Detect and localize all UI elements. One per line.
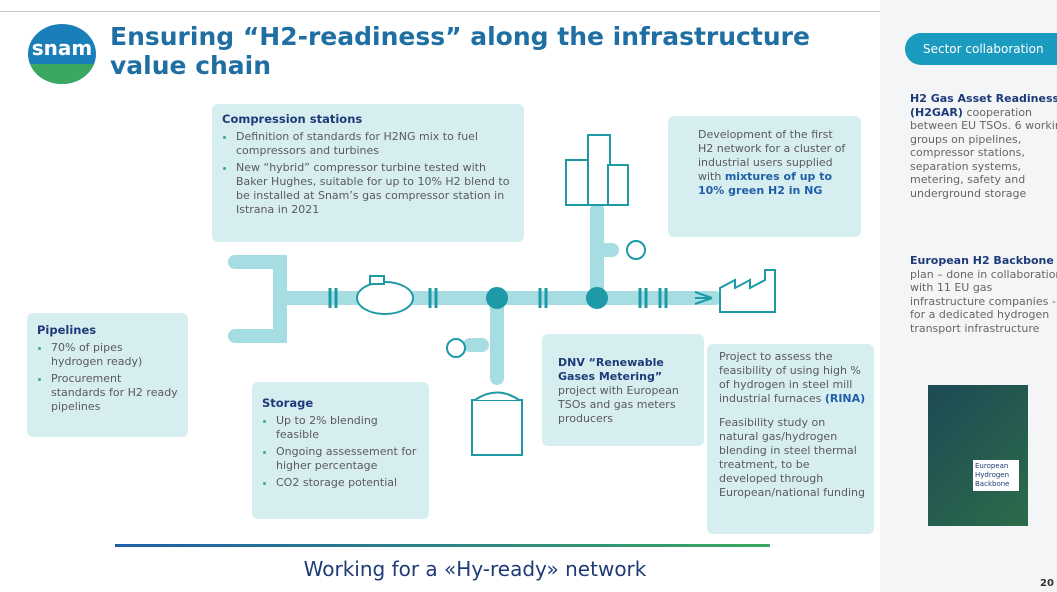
logo-text: snam — [31, 36, 93, 60]
logo: snam — [28, 24, 96, 84]
bold-text: H2 Gas Asset Readiness (H2GAR) — [910, 92, 1057, 119]
book-title: European Hydrogen Backbone — [973, 460, 1019, 491]
text: Project to assess the feasibility of usi… — [719, 350, 861, 405]
footer-rule — [115, 544, 770, 547]
para: Feasibility study on natural gas/hydroge… — [719, 416, 865, 499]
bullet: CO2 storage potential — [276, 476, 419, 490]
bullet: 70% of pipes hydrogen ready) — [51, 341, 178, 369]
page-number: 20 — [1040, 578, 1054, 589]
text: Development of the first H2 network for … — [698, 128, 846, 183]
pipeline-diagram — [228, 134, 776, 456]
text: project with European TSOs and gas meter… — [558, 384, 679, 425]
book-cover: European Hydrogen Backbone — [928, 385, 1028, 526]
bold-text: DNV “Renewable Gases Metering” — [558, 356, 664, 383]
logo-green — [28, 64, 96, 84]
text: cooperation between EU TSOs. 6 working g… — [910, 105, 1057, 200]
text: plan – done in collaboration with 11 EU … — [910, 267, 1057, 335]
bullets: Definition of standards for H2NG mix to … — [222, 130, 514, 217]
title: Ensuring “H2-readiness” along the infras… — [110, 22, 810, 80]
heading: Storage — [262, 396, 314, 410]
bullets: Up to 2% blending feasible Ongoing asses… — [262, 414, 419, 490]
bold-text: (RINA) — [824, 392, 866, 405]
footer: Working for a «Hy-ready» network — [303, 557, 647, 581]
bullets: 70% of pipes hydrogen ready) Procurement… — [37, 341, 178, 414]
bullet: Procurement standards for H2 ready pipel… — [51, 372, 178, 414]
bullet: Definition of standards for H2NG mix to … — [236, 130, 514, 158]
sidebar-item: European H2 Backbone plan – done in coll… — [910, 254, 1057, 335]
compression-box: Compression stations Definition of stand… — [212, 104, 524, 242]
bullet: New “hybrid” compressor turbine tested w… — [236, 161, 514, 217]
storage-box: Storage Up to 2% blending feasible Ongoi… — [252, 382, 429, 519]
pipelines-box: Pipelines 70% of pipes hydrogen ready) P… — [27, 313, 188, 437]
icons — [356, 134, 776, 456]
dnv-box: DNV “Renewable Gases Metering” project w… — [542, 334, 704, 446]
bold-text: European H2 Backbone — [910, 254, 1054, 267]
network-box: Development of the first H2 network for … — [668, 116, 861, 237]
top-rule — [0, 11, 880, 12]
bullet: Up to 2% blending feasible — [276, 414, 419, 442]
heading: Pipelines — [37, 323, 97, 337]
para: Project to assess the feasibility of usi… — [719, 350, 866, 406]
steel-box: Project to assess the feasibility of usi… — [707, 344, 874, 534]
pill: Sector collaboration — [905, 33, 1057, 65]
pipe-joints — [328, 288, 668, 308]
bold-text: mixtures of up to 10% green H2 in NG — [698, 170, 833, 197]
sidebar-item: H2 Gas Asset Readiness (H2GAR) cooperati… — [910, 92, 1057, 200]
heading: Compression stations — [222, 112, 363, 126]
bullet: Ongoing assessement for higher percentag… — [276, 445, 419, 473]
